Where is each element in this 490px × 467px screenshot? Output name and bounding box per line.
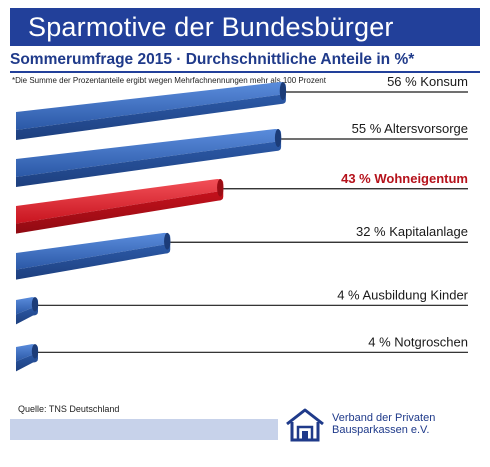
bar-4: 32 % Kapitalanlage — [16, 224, 468, 280]
bar-end-cap — [274, 129, 282, 147]
bottom-bar — [10, 419, 278, 440]
bar-3: 43 % Wohneigentum — [16, 171, 468, 234]
bar-end-cap — [217, 178, 224, 197]
bar-label: 32 % Kapitalanlage — [356, 224, 468, 239]
org-name: Verband der Privaten Bausparkassen e.V. — [332, 412, 435, 436]
bar-end-cap — [31, 344, 39, 359]
bar-front-face — [16, 141, 282, 187]
bar-front-face — [16, 190, 224, 234]
bar-6: 4 % Notgroschen — [16, 334, 468, 372]
org-name-line2: Bausparkassen e.V. — [332, 424, 430, 436]
bar-label: 43 % Wohneigentum — [341, 171, 468, 186]
bar-end-cap — [31, 297, 39, 312]
bar-2: 55 % Altersvorsorge — [16, 121, 468, 187]
subtitle-rule — [10, 71, 480, 73]
org-name-line1: Verband der Privaten — [332, 412, 436, 424]
bar-end-cap — [164, 232, 171, 250]
title-bar: Sparmotive der Bundesbürger — [10, 8, 480, 46]
chart-title: Sparmotive der Bundesbürger — [28, 12, 394, 42]
bar-1: 56 % Konsum — [16, 74, 468, 140]
bar-label: 4 % Ausbildung Kinder — [337, 287, 468, 302]
bar-top-face — [16, 129, 282, 177]
chart-subtitle: Sommerumfrage 2015 · Durchschnittliche A… — [10, 51, 415, 68]
bar-top-face — [16, 178, 224, 224]
footnote: *Die Summe der Prozentanteile ergibt weg… — [12, 76, 326, 85]
bar-front-face — [16, 243, 171, 280]
bar-end-cap — [279, 82, 287, 100]
bar-label: 55 % Altersvorsorge — [352, 121, 468, 136]
source-note: Quelle: TNS Deutschland — [18, 404, 120, 414]
house-logo-icon — [286, 408, 324, 442]
bar-label: 4 % Notgroschen — [368, 334, 468, 349]
bar-top-face — [16, 232, 171, 270]
bar-top-face — [16, 82, 286, 130]
bar-front-face — [16, 352, 38, 372]
bar-front-face — [16, 94, 286, 140]
bar-label: 56 % Konsum — [387, 74, 468, 89]
bar-chart: 56 % Konsum 55 % Altersvorsorge 43 % Wohne… — [16, 74, 469, 372]
bar-5: 4 % Ausbildung Kinder — [16, 287, 469, 325]
bar-front-face — [16, 305, 38, 325]
